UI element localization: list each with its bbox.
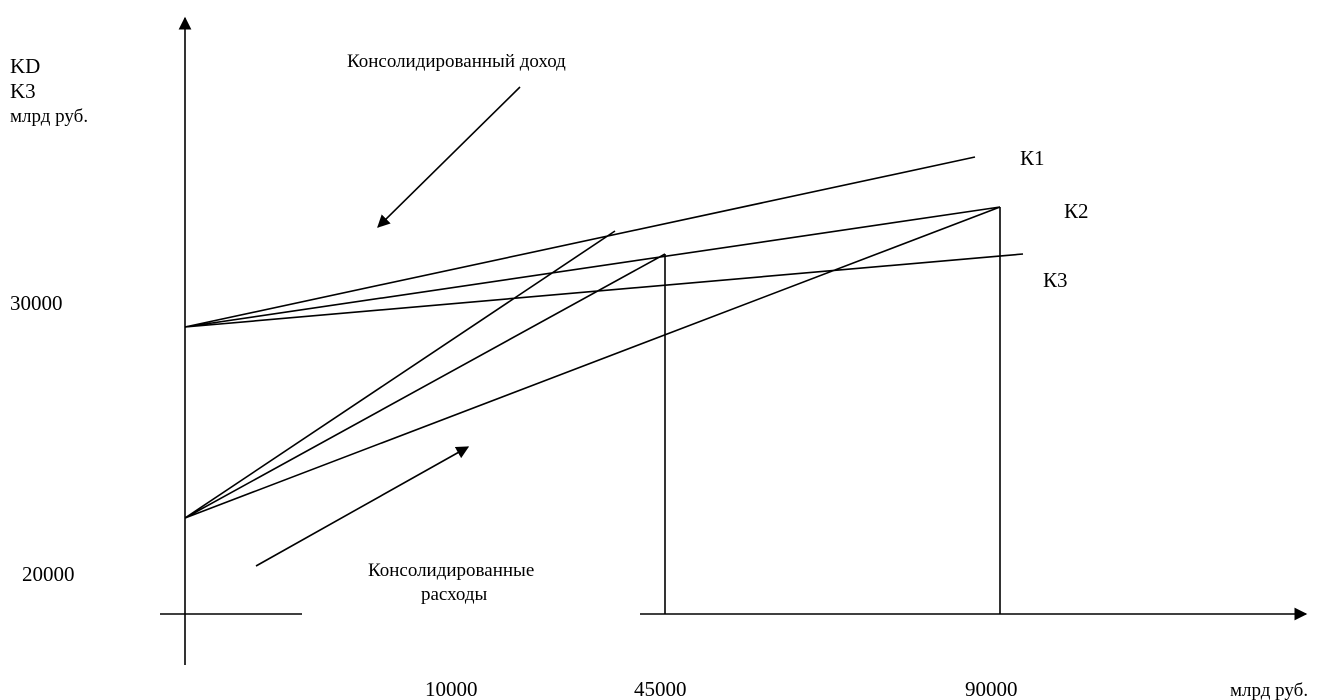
y-axis-label-k3: K3 [10, 79, 36, 103]
curve-label-k2: К2 [1064, 199, 1089, 223]
expense-arrow [255, 446, 470, 567]
y-axis-label-unit: млрд руб. [10, 106, 88, 127]
x-tick-45000: 45000 [634, 677, 687, 700]
income-line-k3 [184, 253, 1024, 328]
curve-label-k1: К1 [1020, 146, 1045, 170]
expenses-annotation-line2: расходы [421, 584, 488, 605]
expense-line-k2 [184, 253, 666, 519]
income-line-k1 [184, 156, 976, 328]
expense-line-k1 [184, 230, 616, 519]
y-tick-20000: 20000 [22, 562, 75, 586]
expenses-annotation-line1: Консолидированные [368, 560, 534, 581]
x-tick-90000: 90000 [965, 677, 1018, 700]
curve-label-k3: К3 [1043, 268, 1068, 292]
y-tick-30000: 30000 [10, 291, 63, 315]
y-axis-label-kd: KD [10, 54, 40, 78]
x-axis-unit: млрд руб. [1230, 680, 1308, 700]
expense-line-k3 [184, 206, 1001, 519]
x-tick-10000: 10000 [425, 677, 478, 700]
income-arrow [377, 86, 521, 228]
income-annotation: Консолидированный доход [347, 51, 566, 72]
income-line-k2 [184, 206, 1001, 328]
